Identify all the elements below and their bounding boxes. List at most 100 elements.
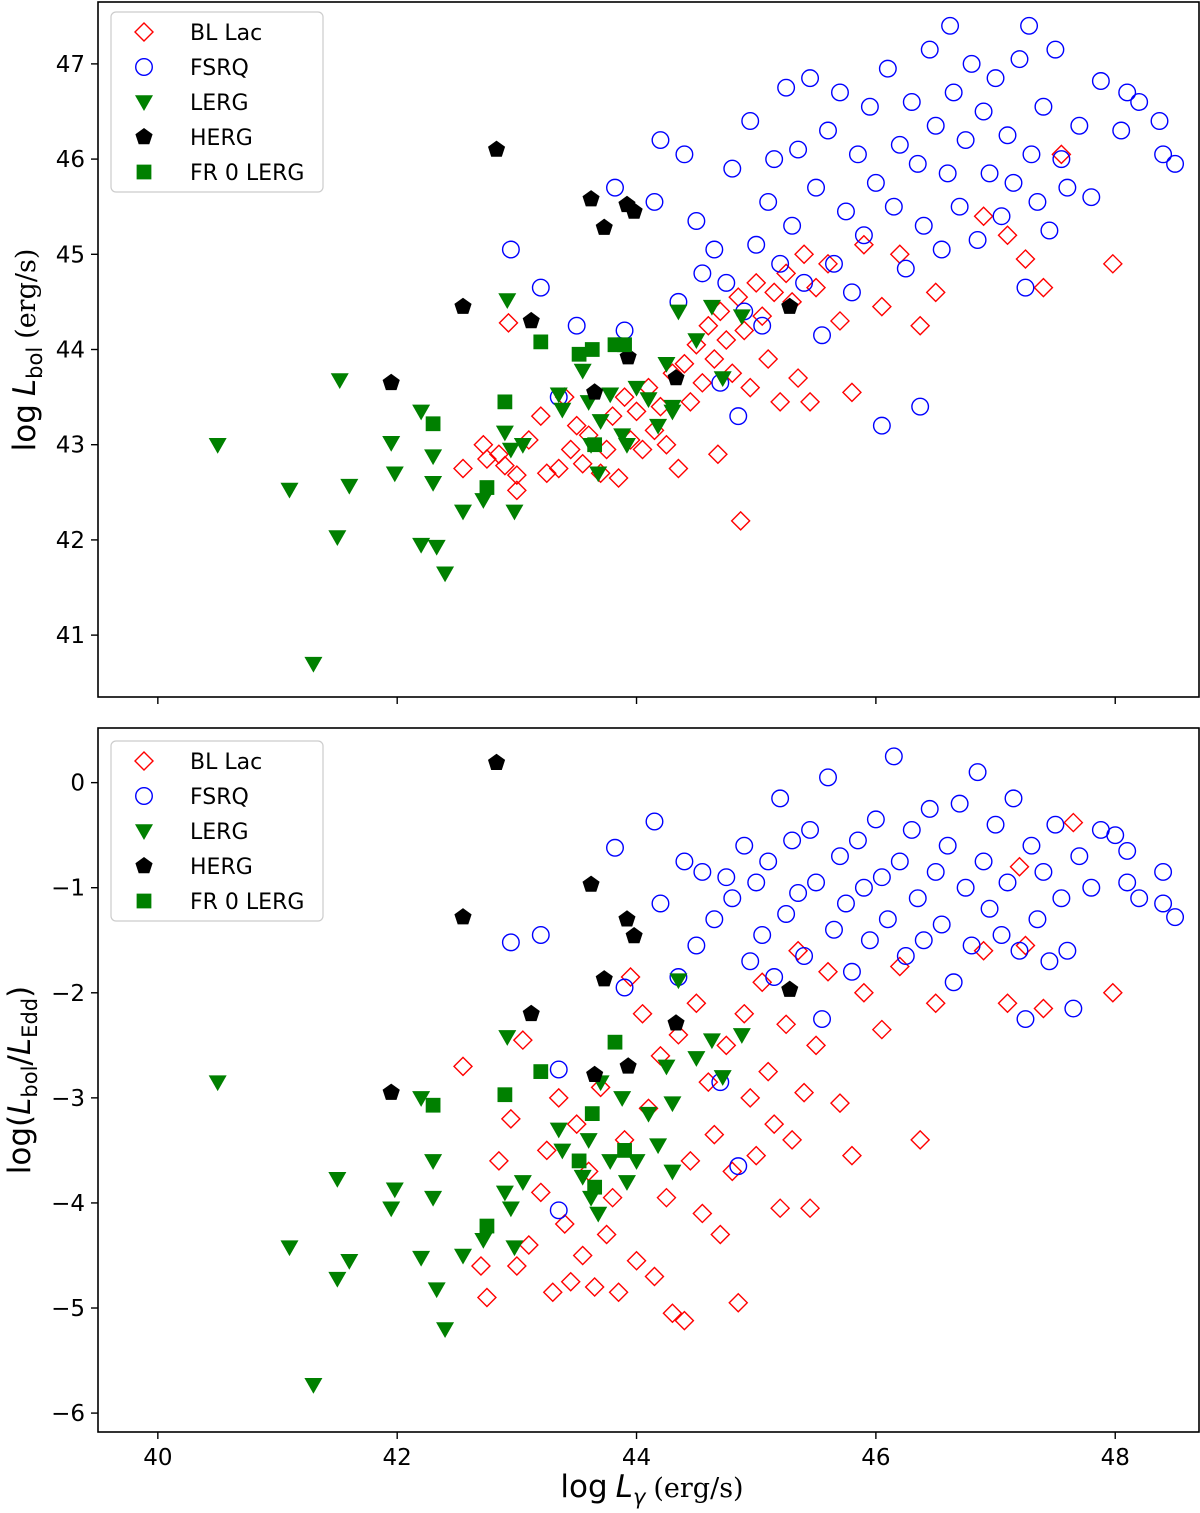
point-fsrq	[1052, 889, 1071, 908]
point-lerg	[613, 428, 632, 445]
point-herg	[454, 297, 472, 314]
point-bl-lac	[716, 329, 737, 350]
top-legend: BL Lac FSRQ LERG HERG FR 0 LERG	[110, 11, 324, 193]
legend-marker-fr-0-lerg	[136, 893, 152, 909]
point-fsrq	[735, 836, 754, 855]
y-label-unit: (erg/s)	[11, 249, 42, 339]
point-fsrq	[801, 820, 820, 839]
point-bl-lac	[871, 296, 892, 317]
point-fsrq	[968, 763, 987, 782]
point-fsrq	[896, 259, 915, 278]
point-fsrq	[962, 936, 981, 955]
point-fsrq	[911, 397, 930, 416]
point-bl-lac	[560, 439, 581, 460]
point-lerg	[663, 1164, 682, 1181]
point-bl-lac	[740, 377, 761, 398]
point-fsrq	[501, 933, 520, 952]
point-lerg	[495, 425, 514, 442]
point-lerg	[498, 293, 517, 309]
point-bl-lac	[584, 1277, 605, 1297]
point-bl-lac	[782, 1129, 803, 1150]
point-lerg	[382, 1201, 401, 1218]
point-bl-lac	[841, 1145, 862, 1166]
point-fsrq	[908, 154, 927, 173]
point-bl-lac	[596, 1224, 617, 1245]
point-bl-lac	[518, 429, 539, 450]
point-bl-lac	[871, 1019, 892, 1040]
point-lerg	[328, 1172, 347, 1188]
point-fsrq	[807, 178, 826, 197]
point-lerg	[412, 1091, 431, 1107]
point-bl-lac	[686, 334, 707, 355]
y-tick-label: −3	[51, 1086, 85, 1112]
y-label-var2: L	[2, 1038, 38, 1055]
point-lerg	[579, 1133, 598, 1149]
point-fsrq	[902, 820, 921, 839]
point-lerg	[505, 1240, 524, 1257]
point-bl-lac	[1102, 982, 1123, 1003]
point-fr-0-lerg	[533, 1064, 549, 1079]
point-fr-0-lerg	[584, 342, 600, 357]
point-fsrq	[926, 862, 945, 881]
point-fsrq	[741, 952, 760, 971]
point-bl-lac	[728, 1292, 749, 1313]
point-fsrq	[765, 968, 784, 987]
point-herg	[781, 980, 799, 997]
legend-marker-fsrq	[135, 787, 153, 805]
point-bl-lac	[1063, 812, 1084, 833]
point-lerg	[669, 304, 688, 321]
legend-label: FR 0 LERG	[190, 890, 304, 915]
point-bl-lac	[910, 315, 931, 336]
point-fsrq	[759, 192, 778, 211]
point-lerg	[591, 414, 610, 430]
point-fsrq	[723, 889, 742, 908]
point-lerg	[663, 404, 682, 421]
x-label-var: L	[616, 1469, 633, 1505]
point-lerg	[454, 504, 473, 521]
point-bl-lac	[776, 1014, 797, 1035]
point-fsrq	[980, 164, 999, 183]
x-tick-label: 40	[143, 1445, 172, 1471]
top-panel: 41 42 43 44 45 46 47 log Lbol (erg/s) BL Lac FSRQ…	[7, 1, 1200, 704]
point-bl-lac	[668, 1024, 689, 1045]
point-fsrq	[771, 254, 790, 273]
point-lerg	[513, 1175, 532, 1191]
point-lerg	[713, 371, 732, 388]
point-fsrq	[1070, 116, 1089, 135]
y-label-slash: /	[2, 1055, 38, 1066]
point-fr-0-lerg	[533, 334, 549, 350]
point-fsrq	[842, 962, 861, 981]
point-fsrq	[783, 831, 802, 850]
point-fsrq	[848, 145, 867, 164]
top-panel-points	[208, 16, 1185, 673]
point-fsrq	[549, 1060, 568, 1079]
point-herg	[382, 1083, 400, 1100]
point-lerg	[649, 1138, 668, 1155]
point-fsrq	[606, 838, 624, 857]
point-fsrq	[825, 254, 843, 273]
point-bl-lac	[453, 458, 473, 479]
point-lerg	[385, 466, 404, 483]
point-fsrq	[1040, 952, 1059, 971]
point-fsrq	[1034, 862, 1053, 881]
point-fsrq	[968, 231, 987, 249]
y-tick-label: 41	[56, 623, 85, 649]
point-bl-lac	[536, 463, 557, 484]
point-bl-lac	[506, 480, 527, 501]
point-fsrq	[1070, 847, 1089, 866]
point-herg	[667, 1014, 685, 1031]
legend-label: HERG	[190, 855, 253, 880]
point-fsrq	[1004, 173, 1023, 192]
point-fsrq	[890, 135, 909, 154]
point-bl-lac	[506, 465, 527, 486]
point-bl-lac	[453, 1056, 473, 1077]
point-fsrq	[944, 83, 963, 102]
point-lerg	[687, 333, 706, 349]
legend-marker-lerg	[135, 824, 153, 840]
point-fsrq	[675, 145, 694, 164]
point-fsrq	[687, 211, 706, 230]
legend-label: BL Lac	[190, 750, 262, 775]
point-fsrq	[1010, 941, 1029, 960]
point-bl-lac	[1009, 856, 1030, 877]
point-herg	[586, 383, 604, 400]
